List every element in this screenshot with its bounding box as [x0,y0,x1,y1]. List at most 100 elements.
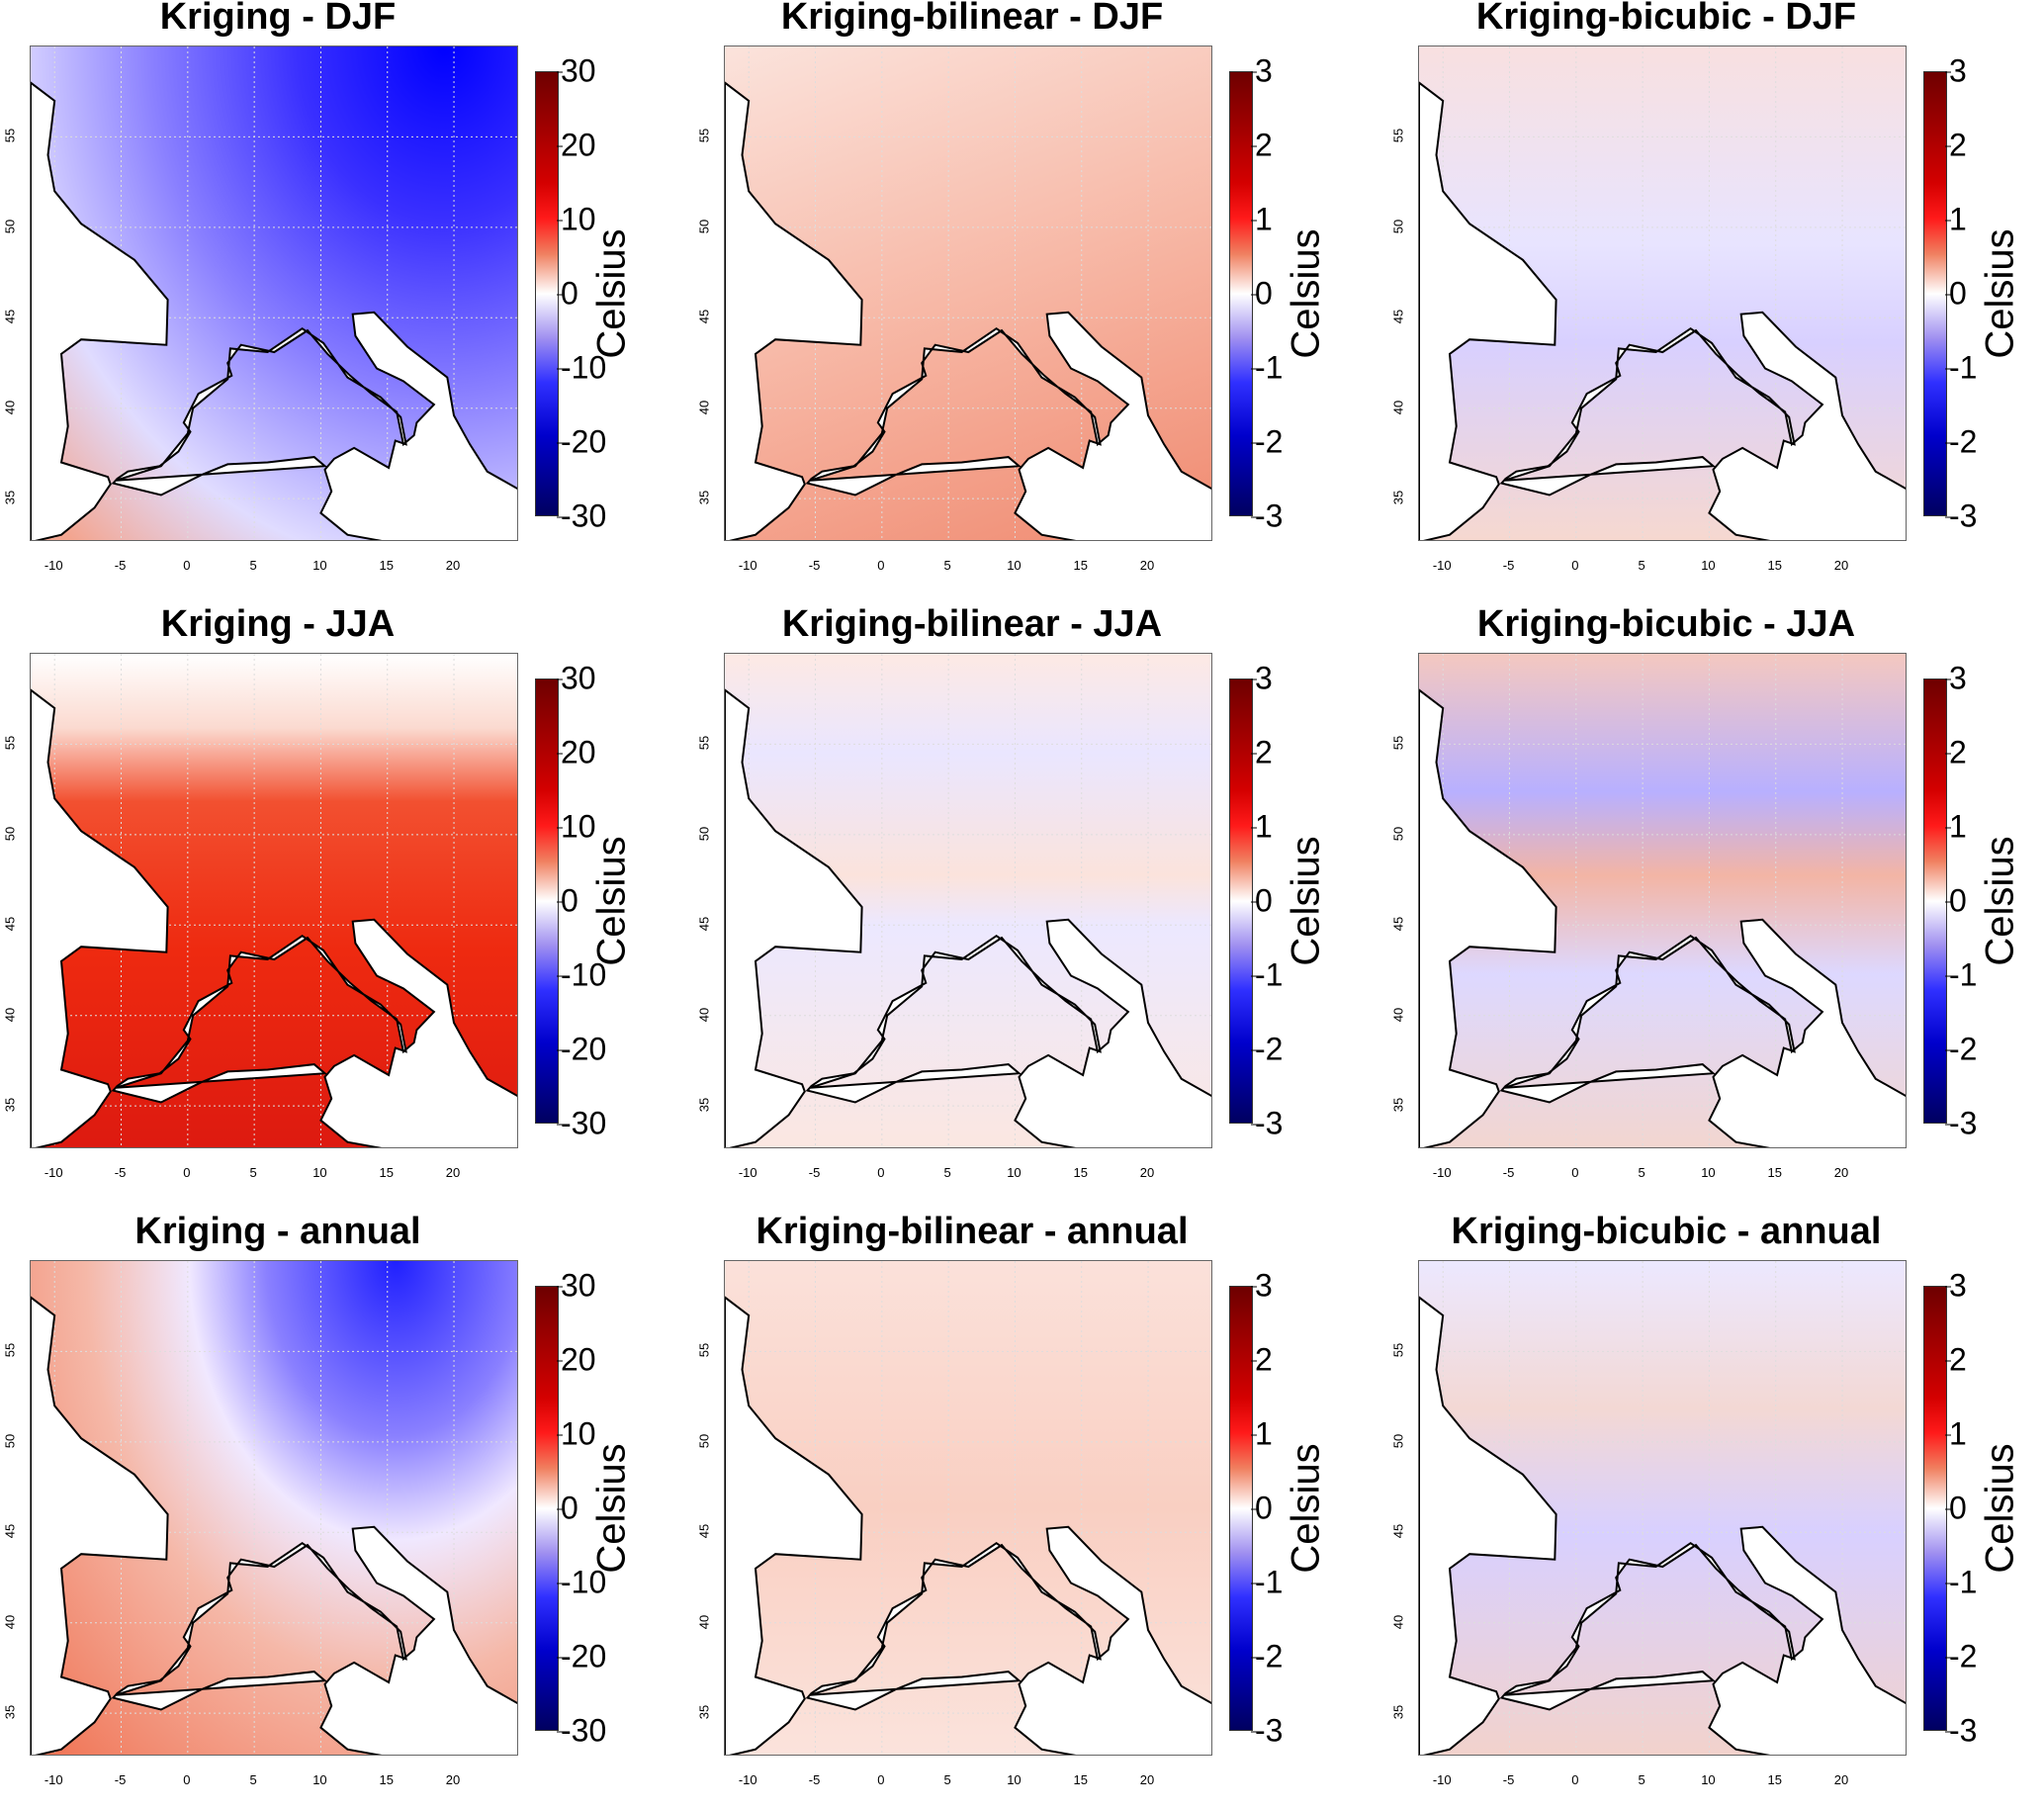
x-tick-label: -5 [114,1165,127,1180]
colorbar-tick-label: 0 [1945,1490,1967,1526]
colorbar-tick-label: 0 [1251,1490,1273,1526]
x-tick-label: 5 [249,1772,257,1787]
y-tick-label: 40 [1390,1614,1406,1629]
x-tick-label: -10 [1432,1772,1452,1787]
x-tick-label: 15 [1767,558,1782,573]
colorbar-tick-label: 0 [1251,275,1273,312]
colorbar-tick-label: 2 [1251,127,1273,163]
x-tick-label: 5 [1638,1165,1645,1180]
sea-mask [31,81,169,540]
colorbar-tick-label: -1 [1944,956,1978,993]
colorbar-tick-label: 20 [557,127,596,163]
map-panel: Kriging - DJF -10 -5 0 5 10 15 20 55 50 45 40 35 30 20… [1,0,682,595]
colorbar-tick-label: -2 [1250,423,1284,460]
x-tick-label: 10 [1701,1772,1716,1787]
map-panel: Kriging-bilinear - JJA -10 -5 0 5 10 15 20 55 50 4… [695,603,1377,1203]
x-tick-label: -5 [1502,1772,1515,1787]
heatmap-plot-area [30,653,518,1148]
map-svg [1419,1261,1906,1755]
y-tick-label: 35 [1390,1097,1406,1113]
x-tick-label: 10 [312,1165,327,1180]
x-tick-label: -10 [738,1165,757,1180]
colorbar-tick-label: 2 [1251,734,1273,770]
x-tick-label: -5 [808,1165,821,1180]
colorbar-tick-label: 2 [1945,734,1967,770]
x-tick-label: -10 [1432,558,1452,573]
colorbar-tick-label: -1 [1944,349,1978,386]
x-tick-label: 20 [1833,558,1849,573]
x-tick-label: -5 [1502,558,1515,573]
colorbar-tick-label: 2 [1945,1341,1967,1378]
colorbar-tick-label: 0 [1251,882,1273,919]
y-tick-label: 35 [1390,490,1406,505]
sea-mask [1419,81,1557,540]
colorbar-tick-label: 3 [1251,660,1273,696]
x-tick-label: -10 [44,558,63,573]
colorbar [535,679,559,1124]
y-tick-label: 45 [2,917,18,932]
panel-title: Kriging-bicubic - DJF [1475,0,1857,38]
x-tick-label: 0 [183,1165,191,1180]
y-tick-label: 50 [1390,826,1406,842]
colorbar-tick-label: -1 [1944,1564,1978,1600]
colorbar [1923,1286,1947,1731]
colorbar-tick-label: 0 [1945,275,1967,312]
y-tick-label: 40 [2,1614,18,1629]
heatmap-plot-area [30,45,518,541]
colorbar-tick-label: 3 [1945,660,1967,696]
y-tick-label: 45 [1390,917,1406,932]
x-tick-label: 5 [1638,558,1645,573]
y-tick-label: 55 [1390,736,1406,751]
x-tick-label: 10 [1007,1772,1022,1787]
colorbar [1229,71,1253,516]
y-tick-label: 40 [2,400,18,414]
y-tick-label: 45 [2,1524,18,1539]
panel-title: Kriging-bilinear - JJA [781,603,1163,645]
colorbar-tick-label: -3 [1944,1712,1978,1749]
y-tick-label: 40 [696,1007,712,1022]
colorbar-tick-label: 20 [557,1341,596,1378]
y-tick-label: 35 [696,490,712,505]
colorbar [1229,679,1253,1124]
x-tick-label: 5 [1638,1772,1645,1787]
y-tick-label: 50 [696,1433,712,1449]
y-tick-label: 40 [696,400,712,414]
heatmap-plot-area [724,653,1212,1148]
colorbar [535,71,559,516]
x-tick-label: 5 [943,1772,951,1787]
y-tick-label: 35 [2,490,18,505]
colorbar-tick-label: 0 [557,1490,578,1526]
y-tick-label: 35 [2,1097,18,1113]
sea-mask [111,311,517,540]
panel-title: Kriging - annual [134,1211,421,1252]
x-tick-label: 10 [1701,1165,1716,1180]
colorbar-tick-label: 10 [557,1415,596,1452]
y-tick-label: 35 [2,1704,18,1720]
heatmap-plot-area [30,1260,518,1756]
y-tick-label: 40 [1390,1007,1406,1022]
colorbar-tick-label: 2 [1251,1341,1273,1378]
y-tick-label: 45 [1390,1524,1406,1539]
map-panel: Kriging-bilinear - annual -10 -5 0 5 10 15 20 55… [695,1211,1377,1810]
colorbar-tick-label: 1 [1945,808,1967,845]
x-tick-label: -5 [114,558,127,573]
map-svg [31,1261,517,1755]
x-tick-label: 20 [445,558,461,573]
colorbar-tick-label: -20 [556,1638,607,1674]
colorbar-label: Celsius [1978,836,2022,966]
colorbar-tick-label: 1 [1945,1415,1967,1452]
colorbar-tick-label: -1 [1250,956,1284,993]
y-tick-label: 50 [696,219,712,234]
colorbar [1923,679,1947,1124]
y-tick-label: 45 [696,310,712,324]
sea-mask [1499,1525,1906,1755]
x-tick-label: 20 [1139,1772,1155,1787]
colorbar-tick-label: 3 [1945,1267,1967,1304]
x-tick-label: 0 [1571,1772,1579,1787]
x-tick-label: -5 [1502,1165,1515,1180]
x-tick-label: 0 [1571,558,1579,573]
colorbar-tick-label: -3 [1250,1712,1284,1749]
colorbar-tick-label: -30 [556,1105,607,1141]
x-tick-label: 20 [1833,1772,1849,1787]
colorbar-label: Celsius [589,836,634,966]
